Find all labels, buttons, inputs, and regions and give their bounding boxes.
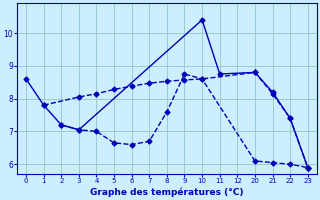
X-axis label: Graphe des températures (°C): Graphe des températures (°C) — [90, 187, 244, 197]
